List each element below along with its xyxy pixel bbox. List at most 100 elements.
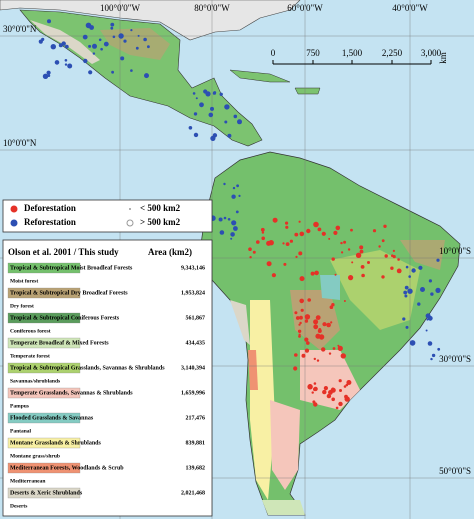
cuba	[229, 69, 291, 83]
change-dot	[112, 35, 116, 39]
change-dot	[339, 389, 342, 392]
change-dot	[143, 37, 147, 42]
change-dot	[347, 248, 351, 251]
legend-area: 561,867	[186, 315, 206, 321]
change-dot	[417, 302, 421, 306]
change-dot	[378, 245, 381, 248]
change-dot	[219, 92, 223, 97]
change-dot	[289, 239, 293, 243]
change-dot	[98, 38, 102, 42]
change-dot	[188, 126, 193, 130]
legend-area: 3,140,394	[181, 365, 205, 371]
legend-study-name: Montane grass/shrub	[10, 453, 60, 459]
change-dot	[323, 386, 328, 391]
change-dot	[326, 322, 331, 328]
change-dot	[313, 386, 318, 392]
change-dot	[316, 359, 320, 362]
change-dot	[306, 341, 310, 345]
legend-study-name: Pantanal	[10, 428, 32, 434]
caatinga	[400, 240, 445, 270]
reforestation-symbol	[10, 219, 18, 227]
change-dot	[195, 97, 198, 100]
change-dot	[411, 268, 416, 273]
change-dot	[89, 25, 94, 30]
change-dot	[298, 335, 301, 338]
change-dot	[390, 266, 394, 270]
change-dot	[118, 33, 124, 39]
legend-name: Tropical & Subtropical Coniferous Forest…	[10, 315, 120, 321]
change-dot	[192, 92, 196, 95]
change-dot	[300, 308, 304, 312]
change-dot	[295, 316, 300, 320]
change-dot	[218, 217, 223, 222]
change-dot	[343, 300, 346, 302]
change-dot	[272, 217, 278, 223]
change-dot	[355, 252, 362, 258]
change-dot	[298, 323, 301, 326]
change-dot	[230, 237, 233, 240]
legend-swatch	[7, 362, 81, 374]
legend-study-name: Pampus	[10, 403, 29, 409]
change-dot	[203, 89, 208, 94]
change-dot	[193, 112, 198, 116]
change-dot	[425, 313, 431, 319]
change-dot	[248, 247, 252, 251]
change-dot	[328, 352, 332, 355]
legend-swatch	[7, 437, 81, 449]
change-dot	[437, 347, 441, 351]
legend-name: Tropical & Subtropical Moist Broadleaf F…	[10, 265, 133, 271]
change-dot	[372, 229, 377, 233]
change-dot	[313, 402, 318, 407]
legend-study-name: Moist forest	[10, 278, 38, 284]
change-dot	[314, 270, 319, 276]
change-dot	[88, 44, 92, 48]
change-dot	[223, 182, 226, 186]
change-dot	[404, 294, 408, 298]
change-dot	[392, 249, 395, 252]
change-dot	[403, 290, 408, 295]
change-dot	[294, 232, 299, 237]
change-dot	[266, 261, 272, 267]
change-dot	[340, 241, 343, 245]
hispaniola	[294, 87, 321, 95]
longitude-label: 80°0'0"W	[194, 3, 230, 13]
legend-study-name: Dry forest	[10, 303, 34, 309]
small-symbol	[129, 208, 131, 210]
change-dot	[47, 19, 51, 24]
change-dot	[224, 120, 228, 124]
change-dot	[360, 265, 365, 269]
legend-swatch	[7, 387, 81, 399]
change-dot	[326, 393, 332, 399]
legend-name: Mediterranean Forests, Woodlands & Scrub	[10, 465, 124, 471]
legend-swatch	[7, 337, 81, 349]
legend-label: Reforestation	[24, 217, 76, 227]
latitude-label: 10°0'0"N	[3, 138, 37, 148]
dot-legend: Deforestation Reforestation < 500 km2 > …	[2, 199, 213, 233]
change-dot	[83, 58, 88, 64]
change-dot	[338, 379, 342, 383]
change-dot	[219, 230, 225, 235]
change-dot	[271, 273, 276, 278]
change-dot	[193, 132, 199, 138]
change-dot	[381, 239, 385, 243]
change-dot	[208, 112, 214, 118]
change-dot	[249, 256, 252, 259]
change-dot	[261, 236, 266, 241]
change-dot	[328, 237, 331, 240]
change-dot	[420, 287, 425, 292]
legend-name: Temperate Grasslands, Savannas & Shrubla…	[10, 390, 133, 396]
change-dot	[268, 240, 274, 246]
change-dot	[47, 74, 51, 77]
change-dot	[285, 242, 290, 247]
change-dot	[64, 63, 68, 66]
change-dot	[307, 298, 312, 302]
change-dot	[227, 133, 232, 138]
legend-name: Tropical & Subtropical Dry Broadleaf For…	[10, 290, 128, 296]
change-dot	[313, 357, 316, 361]
change-dot	[332, 347, 336, 350]
change-dot	[418, 265, 423, 270]
legend-label: > 500 km2	[140, 217, 181, 227]
scale-label: 750	[306, 48, 320, 58]
change-dot	[337, 344, 340, 347]
change-dot	[313, 324, 319, 330]
